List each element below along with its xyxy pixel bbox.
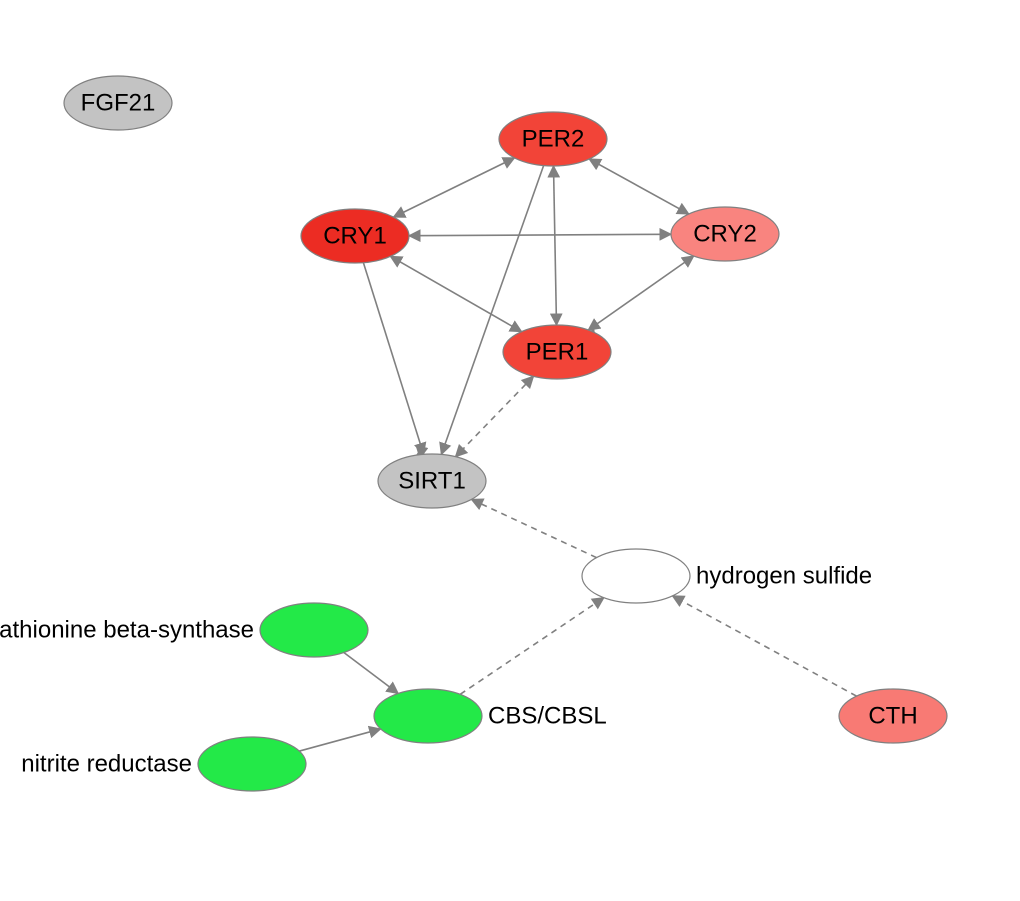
node-label-CTH: CTH [868,702,917,729]
node-label-PER1: PER1 [526,338,589,365]
edge-NITR-CBS [299,729,380,751]
node-label-SIRT1: SIRT1 [398,467,466,494]
edge-PER2-CRY2 [589,159,689,214]
edge-CRY1-CRY2 [409,234,671,235]
node-label-CYSBS: cystathionine beta-synthase [0,616,254,643]
node-label-CRY1: CRY1 [323,222,387,249]
node-label-NITR: nitrite reductase [21,750,192,777]
edge-CRY1-SIRT1 [363,263,423,455]
node-label-CRY2: CRY2 [693,220,757,247]
node-CBS [374,689,482,743]
edge-PER2-PER1 [554,166,557,325]
edge-CBS-H2S [460,598,604,695]
edge-H2S-SIRT1 [472,499,597,557]
node-label-H2S: hydrogen sulfide [696,562,872,589]
node-label-PER2: PER2 [522,125,585,152]
edge-PER2-CRY1 [394,158,515,217]
node-H2S [582,549,690,603]
node-NITR [198,737,306,791]
node-CYSBS [260,603,368,657]
edge-CTH-H2S [673,596,857,696]
edge-CYSBS-CBS [344,653,398,694]
node-label-CBS: CBS/CBSL [488,702,607,729]
edge-CRY1-PER1 [390,256,521,331]
edge-PER1-SIRT1 [456,376,534,456]
node-label-FGF21: FGF21 [81,89,156,116]
edge-PER2-SIRT1 [441,166,543,455]
edge-CRY2-PER1 [588,256,693,330]
